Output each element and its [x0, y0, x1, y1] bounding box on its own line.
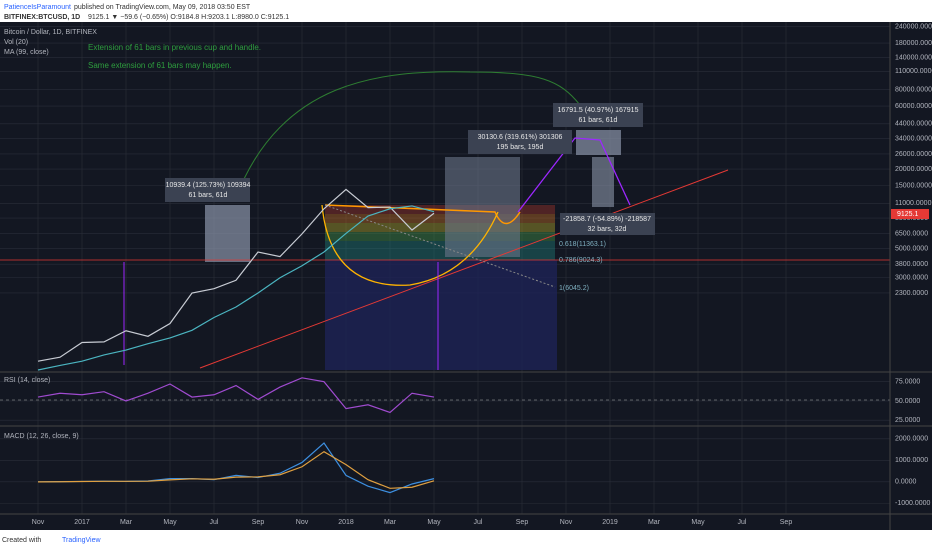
range-box [576, 130, 621, 155]
box-label: 195 bars, 195d [497, 144, 544, 151]
volume-label: Vol (20) [4, 39, 28, 46]
quote: 9125.1 ▼ −59.6 (−0.65%) O:9184.8 H:9203.… [88, 14, 289, 21]
pane-title: RSI (14, close) [4, 377, 50, 384]
grid [0, 22, 890, 514]
y-tick-label: 44000.0000 [895, 121, 932, 128]
y-tick-label: 0.0000 [895, 479, 917, 486]
box-label: 16791.5 (40.97%) 167915 [558, 107, 639, 114]
y-tick-label: 26000.0000 [895, 151, 932, 158]
y-tick-label: 34000.0000 [895, 135, 932, 142]
price-tag [891, 208, 929, 219]
x-tick-label: Sep [516, 519, 529, 526]
fib-band [325, 223, 555, 232]
fib-label: 0.618(11363.1) [559, 241, 606, 248]
y-tick-label: 1000.0000 [895, 457, 928, 464]
fib-band [325, 241, 555, 260]
y-tick-label: 11000.0000 [895, 200, 932, 207]
y-tick-label: 180000.0000 [895, 40, 932, 47]
y-tick-label: 3800.0000 [895, 261, 928, 268]
annotation: Extension of 61 bars in previous cup and… [88, 43, 261, 52]
y-tick-label: 25.0000 [895, 417, 920, 424]
y-tick-label: 6500.0000 [895, 230, 928, 237]
symbol: BITFINEX:BTCUSD, 1D [4, 14, 80, 21]
x-tick-label: 2017 [74, 519, 90, 526]
published: published on TradingView.com, May 09, 20… [74, 4, 251, 11]
y-tick-label: 2000.0000 [895, 436, 928, 443]
box-label: 32 bars, 32d [588, 226, 627, 233]
box-label: 61 bars, 61d [579, 117, 618, 124]
series-line [37, 450, 435, 489]
cup-rim [324, 204, 521, 225]
series-line [37, 188, 435, 362]
x-tick-label: Mar [384, 519, 397, 526]
x-tick-label: Jul [474, 519, 483, 526]
cup [321, 204, 499, 286]
y-tick-label: 60000.0000 [895, 103, 932, 110]
box-label: 30130.6 (319.61%) 301306 [478, 134, 563, 141]
x-tick-label: Jul [738, 519, 747, 526]
y-tick-label: 50.0000 [895, 398, 920, 405]
box-label: 61 bars, 61d [189, 192, 228, 199]
x-tick-label: Nov [560, 519, 573, 526]
x-tick-label: Nov [32, 519, 45, 526]
pane-title: Bitcoin / Dollar, 1D, BITFINEX [4, 29, 97, 36]
box-label: 10939.4 (125.73%) 109394 [166, 182, 251, 189]
y-tick-label: 80000.0000 [895, 86, 932, 93]
x-tick-label: May [691, 519, 705, 526]
author[interactable]: PatienceIsParamount [4, 4, 71, 11]
box-label: -21858.7 (-54.89%) -218587 [563, 216, 651, 223]
series-line [37, 205, 435, 371]
trendline [199, 169, 729, 369]
y-tick-label: 2300.0000 [895, 290, 928, 297]
y-tick-label: 15000.0000 [895, 182, 932, 189]
range-box [205, 205, 250, 262]
fib-label: 1(6045.2) [559, 285, 589, 292]
annotation: Same extension of 61 bars may happen. [88, 61, 232, 70]
range-box [445, 157, 520, 257]
range-box [592, 157, 614, 207]
price-tag-label: 9125.1 [897, 211, 919, 218]
x-tick-label: Nov [296, 519, 309, 526]
y-tick-label: 3000.0000 [895, 275, 928, 282]
x-tick-label: Sep [780, 519, 793, 526]
x-tick-label: Mar [648, 519, 661, 526]
fib-band [325, 214, 555, 223]
fib-label: 0.786(9024.3) [559, 257, 603, 264]
x-tick-label: Jul [210, 519, 219, 526]
fib-diagonal [324, 204, 556, 288]
y-tick-label: 20000.0000 [895, 166, 932, 173]
footer-brand[interactable]: TradingView [62, 537, 101, 544]
footer-text: Created with [2, 537, 41, 544]
series-line [37, 377, 435, 414]
y-tick-label: 240000.0000 [895, 23, 932, 30]
label-box [560, 213, 655, 235]
x-tick-label: May [427, 519, 441, 526]
y-tick-label: 75.0000 [895, 379, 920, 386]
y-tick-label: 140000.0000 [895, 54, 932, 61]
x-tick-label: 2018 [338, 519, 354, 526]
projection-arrow [517, 137, 631, 213]
label-box [165, 178, 250, 202]
y-tick-label: -1000.0000 [895, 500, 931, 507]
x-tick-label: Mar [120, 519, 133, 526]
label-box [553, 103, 643, 127]
label-box [468, 130, 572, 154]
ma-label: MA (99, close) [4, 49, 49, 56]
fib-band [325, 232, 555, 241]
x-tick-label: May [163, 519, 177, 526]
y-tick-label: 5000.0000 [895, 245, 928, 252]
y-tick-label: 110000.0000 [895, 68, 932, 75]
x-tick-label: 2019 [602, 519, 618, 526]
projection-curve [234, 71, 581, 201]
pane-title: MACD (12, 26, close, 9) [4, 433, 79, 440]
x-tick-label: Sep [252, 519, 265, 526]
